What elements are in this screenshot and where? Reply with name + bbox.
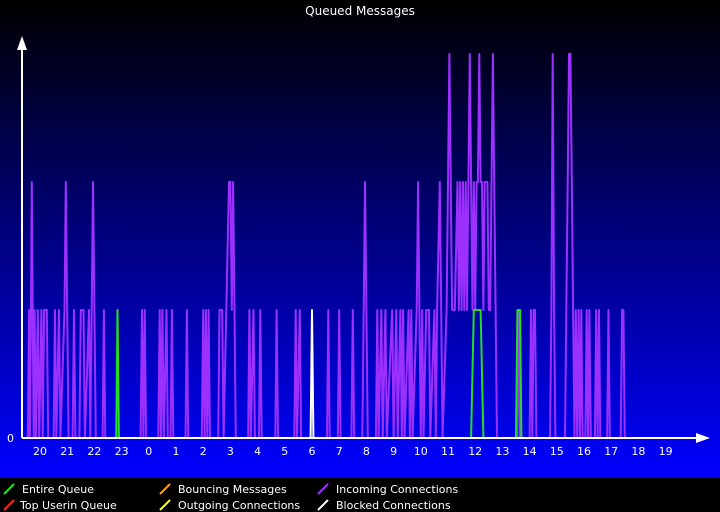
series-layer <box>26 53 626 439</box>
x-tick-label-8: 8 <box>363 445 370 458</box>
x-tick-label-18: 18 <box>631 445 645 458</box>
y-tick-label-0: 0 <box>7 432 14 445</box>
x-tick-label-7: 7 <box>336 445 343 458</box>
legend-swatch-blocked-connections <box>317 499 329 511</box>
x-tick-label-11: 11 <box>441 445 455 458</box>
legend-item-entire-queue: Entire Queue <box>3 483 94 496</box>
legend-label-top-userin-queue: Top Userin Queue <box>19 499 117 512</box>
legend-item-bouncing-messages: Bouncing Messages <box>159 483 287 496</box>
x-tick-label-21: 21 <box>60 445 74 458</box>
x-tick-labels: 20 21 22 23 0 1 2 3 4 5 6 7 8 9 10 11 12 13 14 15 16 17 18 19 <box>33 445 673 458</box>
y-axis-arrow-icon <box>17 36 27 50</box>
legend-item-outgoing-connections: Outgoing Connections <box>159 499 300 512</box>
legend-label-outgoing-connections: Outgoing Connections <box>178 499 300 512</box>
legend-swatch-outgoing-connections <box>159 499 171 511</box>
x-tick-label-16: 16 <box>577 445 591 458</box>
x-tick-label-19: 19 <box>659 445 673 458</box>
x-tick-label-6: 6 <box>309 445 316 458</box>
series-line-entire-queue <box>115 309 523 439</box>
x-axis <box>22 433 710 443</box>
legend-item-incoming-connections: Incoming Connections <box>317 483 458 496</box>
legend-label-blocked-connections: Blocked Connections <box>336 499 451 512</box>
x-tick-label-12: 12 <box>468 445 482 458</box>
legend-item-blocked-connections: Blocked Connections <box>317 499 451 512</box>
x-tick-label-4: 4 <box>254 445 261 458</box>
x-tick-label-22: 22 <box>87 445 101 458</box>
x-tick-label-10: 10 <box>414 445 428 458</box>
series-line-blocked-connections <box>309 309 315 439</box>
legend-background <box>0 478 720 512</box>
chart-title: Queued Messages <box>305 4 415 18</box>
x-tick-label-5: 5 <box>281 445 288 458</box>
x-tick-label-0: 0 <box>145 445 152 458</box>
legend-label-incoming-connections: Incoming Connections <box>336 483 458 496</box>
x-tick-label-17: 17 <box>604 445 618 458</box>
legend: Entire Queue Top Userin Queue Bouncing M… <box>3 483 458 512</box>
legend-label-entire-queue: Entire Queue <box>22 483 94 496</box>
x-tick-label-9: 9 <box>390 445 397 458</box>
x-tick-label-14: 14 <box>523 445 537 458</box>
legend-swatch-entire-queue <box>3 483 15 495</box>
legend-item-top-userin-queue: Top Userin Queue <box>3 499 117 512</box>
x-tick-label-23: 23 <box>115 445 129 458</box>
x-axis-arrow-icon <box>696 433 710 443</box>
x-tick-label-3: 3 <box>227 445 234 458</box>
series-line-incoming-connections <box>26 53 626 439</box>
y-axis: 0 <box>7 36 27 445</box>
legend-swatch-bouncing-messages <box>159 483 171 495</box>
x-tick-label-2: 2 <box>200 445 207 458</box>
legend-swatch-top-userin-queue <box>3 499 15 511</box>
legend-swatch-incoming-connections <box>317 483 329 495</box>
plot-background <box>0 0 720 478</box>
x-tick-label-13: 13 <box>495 445 509 458</box>
x-tick-label-15: 15 <box>550 445 564 458</box>
x-tick-label-20: 20 <box>33 445 47 458</box>
legend-label-bouncing-messages: Bouncing Messages <box>178 483 287 496</box>
x-tick-label-1: 1 <box>173 445 180 458</box>
